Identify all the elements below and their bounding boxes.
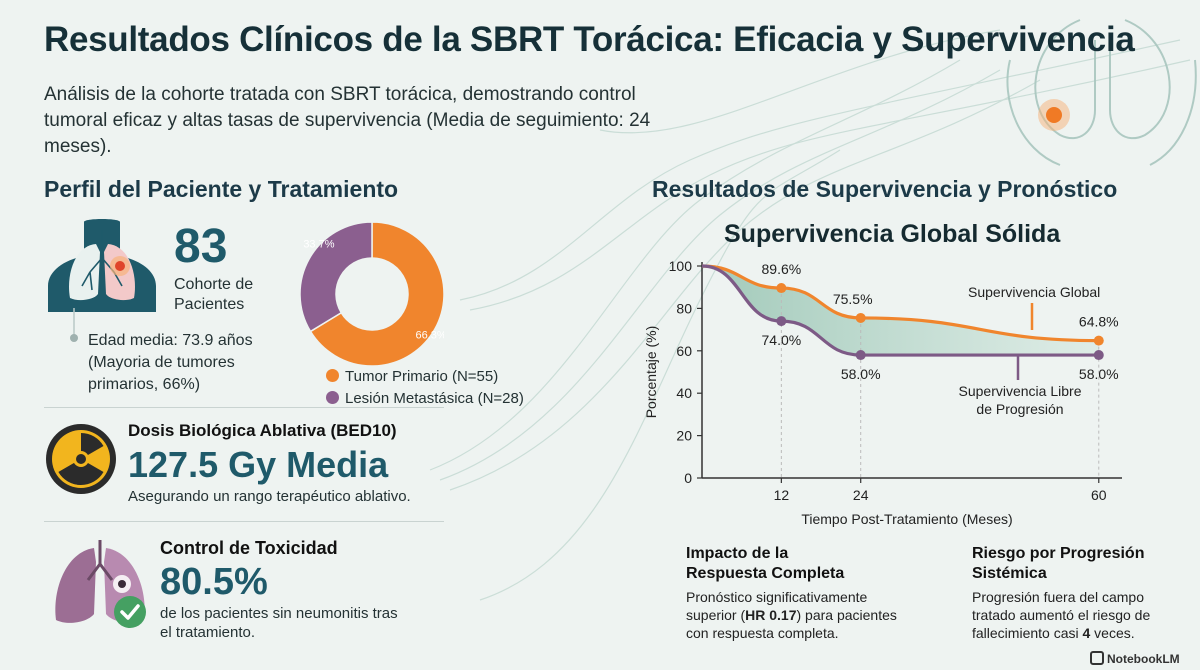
lungs-check-icon	[55, 540, 146, 628]
page-title: Resultados Clínicos de la SBRT Torácica:…	[44, 20, 1135, 59]
data-point	[776, 283, 787, 294]
series-name-global: Supervivencia Global	[968, 284, 1100, 300]
divider-1	[44, 407, 444, 408]
card-respuesta-completa: Impacto de la Respuesta Completa Pronósti…	[686, 545, 897, 641]
donut-label-0: 66.3%	[415, 329, 444, 341]
x-tick-label: 24	[853, 487, 869, 503]
legend-item-metastasica: Lesión Metastásica (N=28)	[326, 390, 524, 412]
brand-footer: NotebookLM	[1090, 651, 1180, 666]
donut-slice-0	[309, 222, 444, 366]
divider-2	[44, 521, 444, 522]
survival-chart: 0 20 40 60 80 100 12 24 60 Tiempo Post-Tratamient…	[643, 258, 1122, 527]
x-axis-label: Tiempo Post-Tratamiento (Meses)	[801, 511, 1012, 527]
age-info: Edad media: 73.9 años (Mayoria de tumores…	[88, 332, 253, 393]
right-section-title: Resultados de Supervivencia y Pronóstico	[652, 176, 1118, 202]
series-name-pfs-1: Supervivencia Libre	[959, 383, 1082, 399]
lungs-chest-icon	[48, 219, 156, 312]
data-point	[776, 316, 787, 327]
y-tick-label: 60	[676, 343, 692, 359]
toxicity-value: 80.5%	[160, 561, 268, 603]
donut-label-1: 33.7%	[303, 239, 334, 251]
data-label: 58.0%	[1079, 366, 1119, 382]
y-tick-label: 20	[676, 428, 692, 444]
cohort-label: Cohorte de Pacientes	[174, 276, 254, 313]
data-label: 75.5%	[833, 291, 873, 307]
dose-value: 127.5 Gy Media	[128, 444, 389, 485]
donut-legend: Tumor Primario (N=55) Lesión Metastásica…	[326, 368, 524, 412]
dose-heading: Dosis Biológica Ablativa (BED10)	[128, 421, 397, 440]
dose-caption: Asegurando un rango terapéutico ablativo…	[128, 488, 411, 505]
y-tick-label: 0	[684, 470, 692, 486]
y-tick-label: 80	[676, 300, 692, 316]
page-subtitle: Análisis de la cohorte tratada con SBRT …	[44, 84, 651, 157]
data-point	[855, 350, 866, 361]
y-tick-label: 100	[669, 258, 693, 274]
toxicity-caption: de los pacientes sin neumonitis tras el t…	[160, 605, 398, 641]
left-section-title: Perfil del Paciente y Tratamiento	[44, 176, 399, 202]
donut-slice-1	[300, 222, 373, 333]
series-line-1	[701, 264, 1099, 357]
data-point	[1093, 335, 1104, 346]
legend-item-primario: Tumor Primario (N=55)	[326, 368, 524, 390]
survival-gap-area	[702, 266, 1099, 356]
y-tick-label: 40	[676, 385, 692, 401]
connector-dot	[70, 308, 78, 342]
data-point	[1093, 350, 1104, 361]
data-label: 58.0%	[841, 366, 881, 382]
data-label: 89.6%	[762, 261, 802, 277]
y-axis-label: Porcentaje (%)	[643, 326, 659, 419]
series-line-0	[701, 264, 1099, 343]
chart-title: Supervivencia Global Sólida	[724, 220, 1061, 248]
x-tick-label: 60	[1091, 487, 1107, 503]
data-point	[855, 312, 866, 323]
brand-logo-icon	[1090, 651, 1104, 665]
donut-chart: 66.3% 33.7%	[300, 222, 444, 366]
radiation-icon	[46, 424, 116, 494]
cohort-number: 83	[174, 220, 228, 273]
toxicity-heading: Control de Toxicidad	[160, 538, 338, 558]
card-progresion-sistemica: Riesgo por Progresión Sistémica Progresió…	[972, 545, 1151, 641]
x-tick-label: 12	[774, 487, 790, 503]
data-label: 64.8%	[1079, 314, 1119, 330]
series-name-pfs-2: de Progresión	[976, 401, 1063, 417]
data-label: 74.0%	[762, 332, 802, 348]
